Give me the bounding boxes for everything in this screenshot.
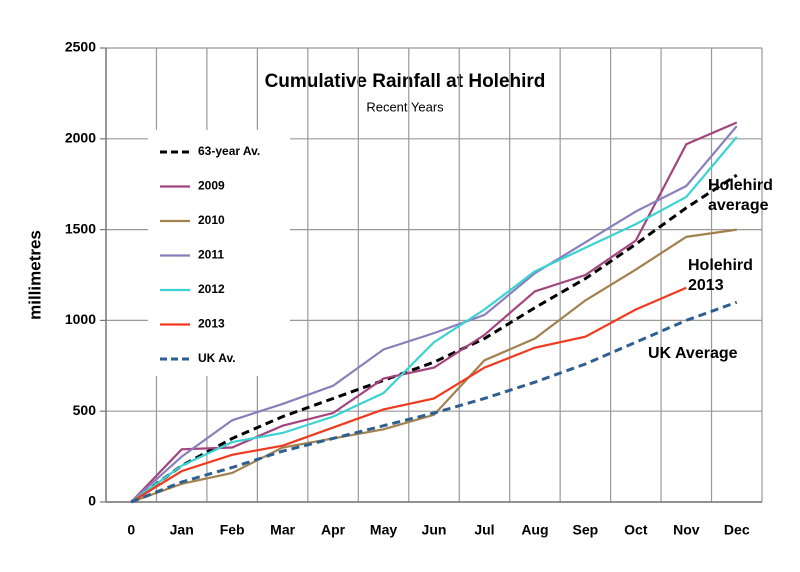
annotation: 2013: [688, 277, 724, 294]
x-tick-label: Mar: [270, 522, 295, 538]
legend: [148, 130, 290, 376]
series-line: [130, 228, 737, 504]
y-tick-label: 2000: [65, 130, 96, 146]
legend-label: 2013: [198, 317, 225, 331]
x-tick-label: 0: [127, 522, 135, 538]
y-axis-label: millimetres: [25, 230, 44, 320]
x-tick-label: Dec: [724, 522, 750, 538]
annotation: Holehird: [708, 177, 773, 194]
annotation: average: [708, 197, 769, 214]
series-line: [130, 121, 738, 503]
series-line: [130, 300, 738, 504]
legend-label: 63-year Av.: [198, 144, 260, 158]
annotation: UK Average: [648, 345, 738, 362]
legend-label: UK Av.: [198, 351, 236, 365]
legend-label: 2011: [198, 248, 224, 262]
x-tick-label: Oct: [624, 522, 648, 538]
x-tick-label: Feb: [220, 522, 245, 538]
y-tick-label: 1000: [65, 311, 96, 327]
series-line: [130, 173, 738, 504]
chart-title: Cumulative Rainfall at Holehird: [265, 71, 546, 92]
series-line: [130, 286, 687, 503]
x-tick-label: Apr: [321, 522, 346, 538]
x-tick-label: Nov: [673, 522, 700, 538]
legend-label: 2010: [198, 213, 225, 227]
annotation: Holehird: [688, 257, 753, 274]
x-tick-label: Jul: [474, 522, 494, 538]
y-tick-label: 2500: [65, 39, 96, 55]
y-tick-label: 500: [73, 402, 97, 418]
legend-label: 2009: [198, 179, 225, 193]
x-tick-label: Jun: [422, 522, 447, 538]
x-tick-label: May: [370, 522, 397, 538]
chart-subtitle: Recent Years: [366, 99, 444, 114]
x-tick-label: Sep: [573, 522, 599, 538]
y-tick-label: 0: [88, 493, 96, 509]
x-tick-label: Jan: [170, 522, 194, 538]
y-tick-label: 1500: [65, 220, 96, 236]
x-tick-label: Aug: [521, 522, 548, 538]
series-line: [130, 136, 738, 503]
series-line: [130, 125, 738, 503]
legend-label: 2012: [198, 282, 225, 296]
